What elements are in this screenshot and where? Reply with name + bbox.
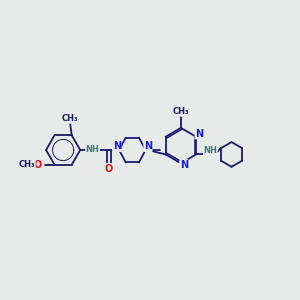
Text: CH₃: CH₃ [172, 107, 189, 116]
Text: N: N [195, 129, 203, 139]
Text: O: O [34, 160, 42, 170]
Text: O: O [105, 164, 113, 173]
Text: NH: NH [203, 146, 217, 155]
Text: CH₃: CH₃ [19, 160, 35, 169]
Text: N: N [180, 160, 188, 170]
Text: NH: NH [85, 145, 100, 154]
Text: N: N [144, 142, 152, 152]
Text: N: N [113, 142, 121, 152]
Text: CH₃: CH₃ [62, 114, 79, 123]
